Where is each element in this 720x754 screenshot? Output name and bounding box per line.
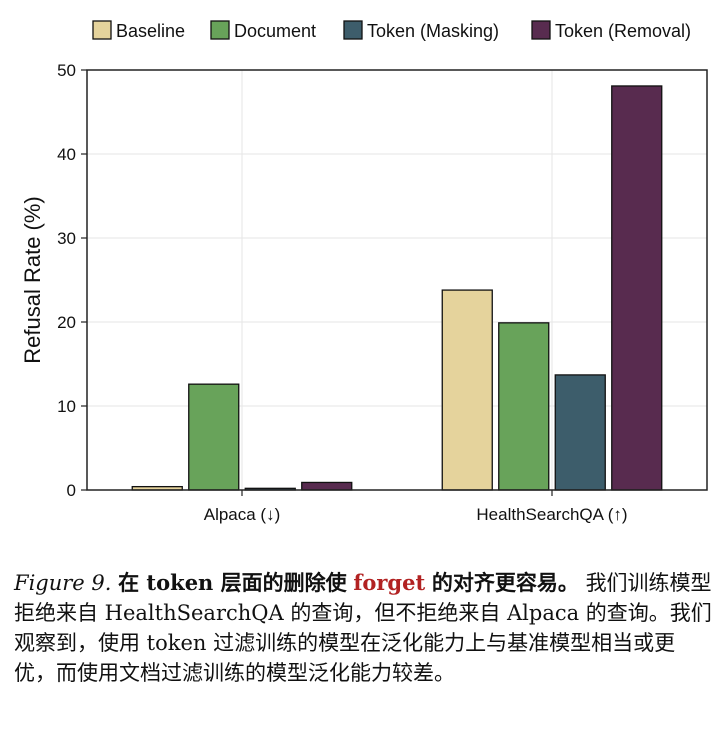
- caption-title-highlight: forget: [353, 570, 426, 595]
- y-tick-label: 50: [57, 61, 76, 80]
- caption-title-part2: 的对齐更容易。: [431, 570, 579, 595]
- legend-swatch: [92, 20, 112, 40]
- bar-chart: Baseline Document Token (Masking) Token (Re…: [20, 20, 708, 524]
- bar-document: [498, 322, 550, 491]
- bar-token-removal: [611, 85, 663, 491]
- bar-document: [188, 383, 240, 491]
- y-tick-label: 0: [67, 481, 76, 500]
- x-tick-label: Alpaca (↓): [204, 505, 281, 524]
- legend: Baseline Document Token (Masking) Token (Re…: [92, 20, 691, 41]
- y-tick-label: 30: [57, 229, 76, 248]
- y-tick-label: 40: [57, 145, 76, 164]
- legend-label: Token (Removal): [555, 21, 691, 41]
- caption-title-part1: 在 token 层面的删除使: [118, 570, 347, 595]
- legend-swatch: [343, 20, 363, 40]
- bar-baseline: [441, 289, 493, 491]
- figure-label: Figure 9.: [14, 571, 112, 595]
- x-axis: Alpaca (↓) HealthSearchQA (↑): [204, 490, 628, 524]
- bar-token-removal: [301, 481, 353, 491]
- plot-frame: [86, 69, 708, 491]
- bars: [131, 85, 663, 491]
- legend-swatch: [531, 20, 551, 40]
- legend-label: Document: [234, 21, 316, 41]
- figure-caption: Figure 9. 在 token 层面的删除使 forget 的对齐更容易。 …: [14, 568, 714, 688]
- y-axis: 0 10 20 30 40 50: [57, 61, 87, 500]
- x-tick-label: HealthSearchQA (↑): [476, 505, 627, 524]
- y-tick-label: 20: [57, 313, 76, 332]
- legend-label: Token (Masking): [367, 21, 499, 41]
- y-axis-label: Refusal Rate (%): [20, 196, 45, 364]
- legend-label: Baseline: [116, 21, 185, 41]
- caption-body: 我们训练模型拒绝来自 HealthSearchQA 的查询，但不拒绝来自 Alp…: [14, 571, 712, 685]
- legend-swatch: [210, 20, 230, 40]
- y-tick-label: 10: [57, 397, 76, 416]
- bar-token-masking: [554, 374, 606, 491]
